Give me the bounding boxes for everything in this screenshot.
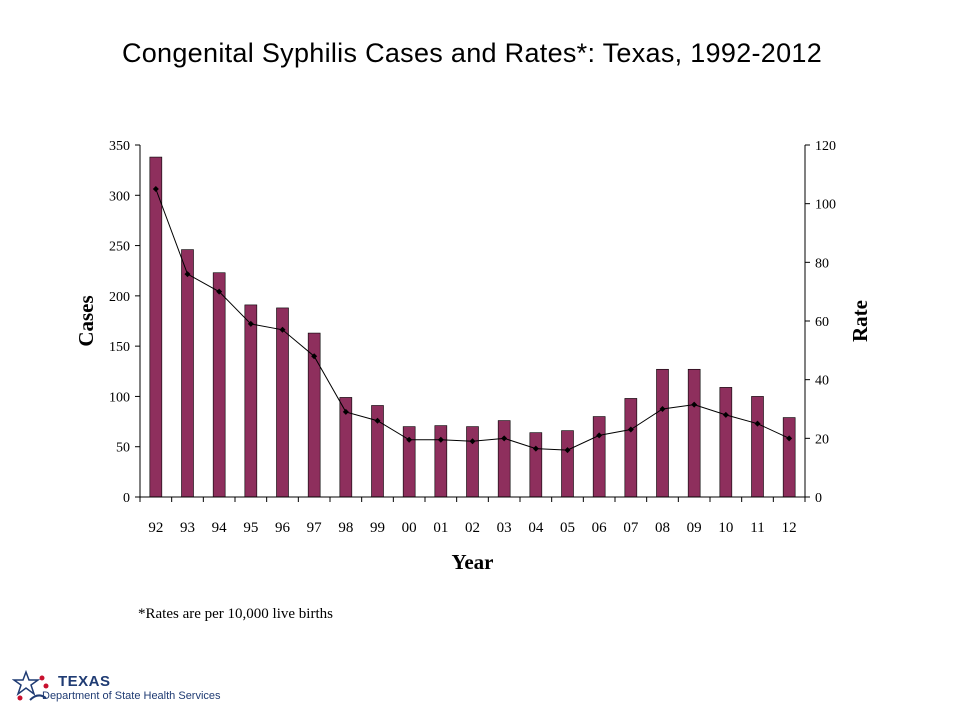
y-tick-label: 50 [116, 441, 130, 456]
rate-point [722, 411, 729, 418]
bar [687, 368, 701, 498]
bar [592, 416, 606, 498]
y2-tick-label: 40 [815, 374, 829, 389]
rate-point [532, 445, 539, 452]
bar [244, 304, 258, 498]
y2-tick-label: 120 [815, 139, 836, 154]
rate-point [754, 420, 761, 427]
bar [276, 307, 289, 498]
bar [497, 420, 511, 498]
x-tick-label: 98 [338, 520, 353, 536]
x-tick-label: 00 [402, 520, 417, 536]
rate-point [342, 408, 349, 415]
rate-point [247, 320, 254, 327]
x-tick-label: 07 [623, 520, 639, 536]
footnote: *Rates are per 10,000 live births [138, 606, 333, 622]
bar [751, 396, 764, 498]
dshs-logo: TEXAS Department of State Health Service… [12, 670, 242, 706]
bar [624, 398, 638, 498]
bar [782, 417, 796, 498]
y2-axis-label: Rate [848, 300, 872, 342]
y-tick-label: 0 [123, 491, 130, 506]
y-tick-label: 300 [109, 189, 130, 204]
rate-point [311, 353, 318, 360]
rate-point [184, 271, 191, 278]
rate-point [406, 436, 413, 443]
rate-point [374, 417, 381, 424]
bar [434, 425, 448, 498]
x-tick-label: 94 [212, 520, 228, 536]
rate-point [786, 435, 793, 442]
bar [149, 156, 163, 498]
bar [181, 249, 194, 498]
x-tick-label: 04 [528, 520, 544, 536]
rate-point [152, 186, 159, 192]
bar [719, 387, 733, 498]
y-tick-label: 150 [109, 340, 130, 355]
rate-point [501, 435, 508, 442]
x-tick-label: 96 [275, 520, 291, 536]
bar [561, 430, 574, 498]
chart-title: Congenital Syphilis Cases and Rates*: Te… [121, 38, 823, 68]
x-tick-label: 05 [560, 520, 575, 536]
x-tick-label: 06 [592, 520, 608, 536]
x-tick-label: 03 [497, 520, 512, 536]
x-tick-label: 11 [750, 520, 764, 536]
y2-tick-label: 100 [815, 198, 836, 213]
bar [466, 426, 479, 498]
bar-series [149, 156, 796, 498]
y2-tick-label: 0 [815, 491, 822, 506]
rate-point [564, 447, 571, 454]
x-tick-label: 09 [687, 520, 702, 536]
y-tick-label: 350 [109, 139, 130, 154]
logo-texas-text: TEXAS [58, 673, 111, 690]
rate-point [216, 288, 223, 295]
x-tick-label: 12 [782, 520, 797, 536]
rate-point [691, 401, 698, 408]
x-tick-label: 10 [718, 520, 733, 536]
y2-tick-label: 80 [815, 256, 829, 271]
y2-tick-label: 60 [815, 315, 829, 330]
y-axis-label: Cases [74, 295, 98, 346]
x-tick-label: 99 [370, 520, 385, 536]
bar [529, 432, 543, 498]
rate-series [152, 186, 793, 454]
y2-tick-label: 20 [815, 432, 829, 447]
x-tick-label: 92 [148, 520, 163, 536]
x-tick-label: 97 [307, 520, 323, 536]
logo-department-text: Department of State Health Services [42, 690, 221, 702]
x-tick-label: 01 [433, 520, 448, 536]
x-tick-label: 08 [655, 520, 670, 536]
star-figure-icon [12, 670, 49, 701]
y-tick-label: 100 [109, 390, 130, 405]
bar [656, 368, 669, 498]
rate-point [279, 326, 286, 333]
x-tick-label: 95 [243, 520, 258, 536]
rate-point [627, 426, 634, 433]
rate-point [659, 406, 666, 412]
x-tick-label: 93 [180, 520, 195, 536]
y-tick-label: 250 [109, 240, 130, 255]
x-axis-label: Year [452, 550, 494, 574]
rate-point [437, 436, 444, 443]
rate-point [469, 438, 476, 445]
bar [212, 272, 226, 498]
rate-point [596, 432, 603, 439]
x-tick-label: 02 [465, 520, 480, 536]
y-tick-label: 200 [109, 290, 130, 305]
